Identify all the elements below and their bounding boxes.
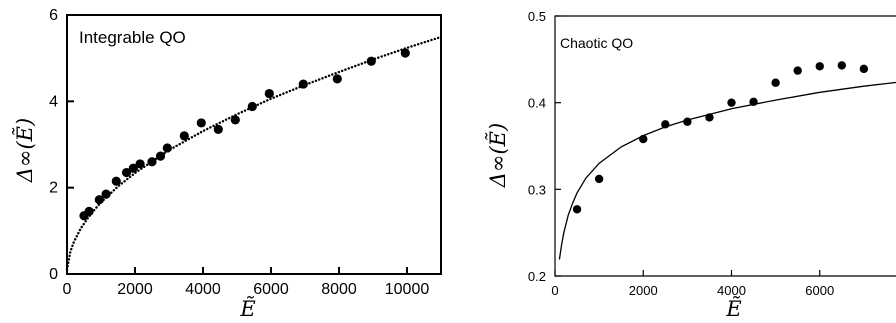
chaotic-data-point (594, 174, 604, 184)
integrable-xlabel: Ẽ (239, 297, 255, 321)
integrable-data-point (400, 48, 410, 58)
integrable-data-point (366, 56, 376, 66)
integrable-xtick-label: 2000 (117, 281, 153, 298)
integrable-ytick-label: 0 (49, 266, 58, 283)
chaotic-fit-curve (558, 81, 896, 260)
integrable-ytick-label: 2 (49, 180, 58, 197)
integrable-data-point (179, 131, 189, 141)
chaotic-data-point (771, 78, 780, 87)
chaotic-xtick-label: 2000 (629, 283, 658, 298)
chaotic-ylabel-text: Δ∞(Ẽ) (486, 123, 510, 188)
integrable-data-point (147, 157, 157, 167)
integrable-data-point (128, 163, 138, 173)
chaotic-panel: Chaotic QO Δ∞(Ẽ) Ẽ 0 2000 4000 6000 0.2 0.3 0.… (486, 9, 896, 321)
integrable-data-point (196, 118, 206, 128)
integrable-data-point (332, 74, 342, 84)
integrable-data-point (213, 124, 223, 134)
chaotic-plot-frame (554, 15, 896, 277)
chaotic-annotation: Chaotic QO (560, 35, 633, 51)
integrable-xtick-label: 6000 (253, 281, 289, 298)
chaotic-data-point (837, 61, 847, 70)
chaotic-xtick-label: 0 (551, 283, 558, 298)
chaotic-data-point (572, 205, 582, 214)
chaotic-ytick-label: 0.2 (528, 269, 546, 284)
integrable-panel: Integrable QO Δ∞(Ẽ) Ẽ 0 2000 4000 6000 8000 1… (13, 7, 443, 321)
integrable-xtick-label: 0 (63, 281, 72, 298)
chaotic-data-point (727, 98, 736, 107)
integrable-data-point (264, 88, 274, 99)
integrable-ytick-label: 4 (49, 93, 58, 110)
integrable-data-point (155, 151, 166, 161)
chaotic-ytick-label: 0.5 (528, 9, 546, 24)
chaotic-ytick-label: 0.4 (528, 96, 546, 111)
chaotic-xtick-label: 6000 (805, 283, 834, 298)
integrable-plot-frame (66, 14, 442, 275)
integrable-data-point (247, 101, 257, 112)
integrable-data-point (135, 159, 145, 169)
integrable-data-point (162, 143, 172, 153)
integrable-annotation: Integrable QO (79, 28, 186, 47)
integrable-ylabel: Δ∞(Ẽ) (13, 118, 37, 183)
integrable-xtick-label: 4000 (185, 281, 221, 298)
chaotic-data-point (793, 66, 802, 75)
integrable-data-point (121, 167, 132, 178)
chaotic-data-point (815, 62, 824, 71)
chaotic-ylabel: Δ∞(Ẽ) (486, 123, 510, 188)
integrable-data-point (298, 79, 308, 89)
integrable-data-point (111, 176, 121, 186)
chaotic-xtick-label: 4000 (717, 283, 746, 298)
integrable-ytick-label: 6 (49, 7, 58, 24)
integrable-data-point (84, 206, 94, 217)
chaotic-ytick-label: 0.3 (528, 182, 546, 197)
integrable-xtick-label: 10000 (385, 281, 430, 298)
integrable-fit-curve (65, 35, 443, 271)
chaotic-data-point (859, 64, 869, 74)
chaotic-xlabel: Ẽ (725, 297, 741, 321)
integrable-ylabel-text: Δ∞(Ẽ) (13, 118, 37, 183)
integrable-xtick-label: 8000 (321, 281, 357, 298)
integrable-data-point (101, 189, 111, 199)
